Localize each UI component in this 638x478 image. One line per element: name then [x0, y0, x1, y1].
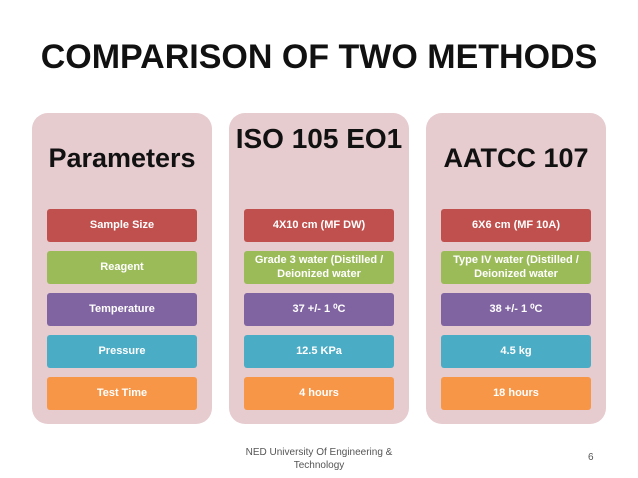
aatcc-pressure: 4.5 kg [441, 335, 591, 368]
panel-header-parameters: Parameters [48, 143, 196, 173]
aatcc-107-panel: AATCC 107 6X6 cm (MF 10A) Type IV water … [426, 113, 606, 424]
iso-test-time: 4 hours [244, 377, 394, 410]
parameter-test-time: Test Time [47, 377, 197, 410]
iso-105-panel: ISO 105 EO1 4X10 cm (MF DW) Grade 3 wate… [229, 113, 409, 424]
iso-sample-size: 4X10 cm (MF DW) [244, 209, 394, 242]
panel-header-iso: ISO 105 EO1 [235, 123, 403, 154]
iso-pressure: 12.5 KPa [244, 335, 394, 368]
parameters-panel: Parameters Sample Size Reagent Temperatu… [32, 113, 212, 424]
parameter-temperature: Temperature [47, 293, 197, 326]
parameter-pressure: Pressure [47, 335, 197, 368]
parameter-sample-size: Sample Size [47, 209, 197, 242]
panel-header-aatcc: AATCC 107 [443, 143, 589, 173]
page-number: 6 [588, 452, 594, 463]
slide-title: COMPARISON OF TWO METHODS [40, 38, 598, 76]
aatcc-test-time: 18 hours [441, 377, 591, 410]
aatcc-sample-size: 6X6 cm (MF 10A) [441, 209, 591, 242]
aatcc-temperature: 38 +/- 1 ⁰C [441, 293, 591, 326]
aatcc-reagent: Type IV water (Distilled / Deionized wat… [441, 251, 591, 284]
iso-temperature: 37 +/- 1 ⁰C [244, 293, 394, 326]
parameter-reagent: Reagent [47, 251, 197, 284]
iso-reagent: Grade 3 water (Distilled / Deionized wat… [244, 251, 394, 284]
slide-footer: NED University Of Engineering & Technolo… [245, 447, 393, 471]
